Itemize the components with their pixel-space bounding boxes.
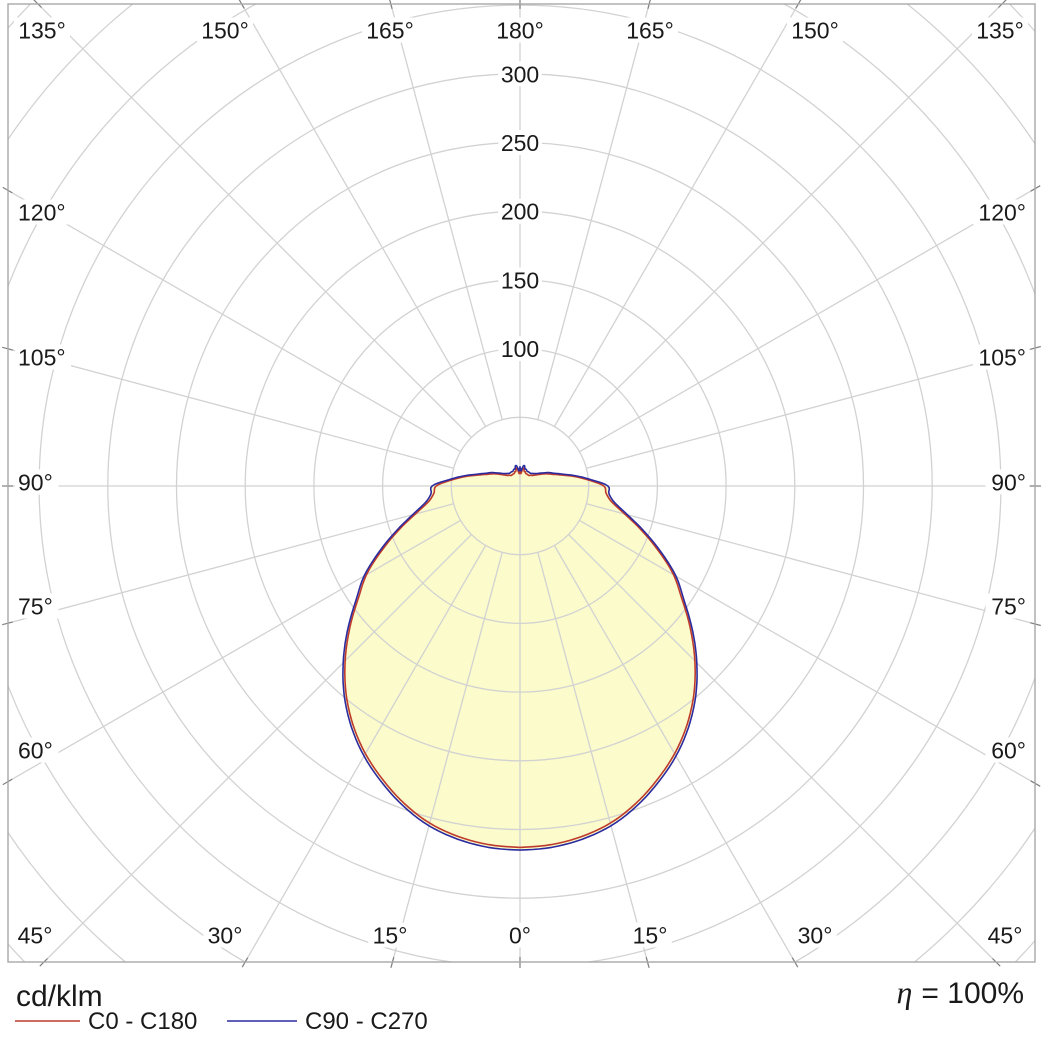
label-mask	[793, 922, 837, 948]
label-mask	[972, 17, 1028, 43]
label-mask	[504, 922, 536, 948]
legend: cd/klm C0 - C180 C90 - C270 η = 100%	[15, 974, 1024, 1035]
eta-symbol: η	[897, 974, 913, 1010]
angle-label: 45°	[988, 923, 1023, 949]
angle-label: 150°	[791, 18, 839, 44]
polar-grid-ray	[568, 4, 1003, 438]
label-mask	[985, 469, 1029, 495]
polar-grid-ray	[579, 187, 1035, 453]
polar-grid-ray	[37, 4, 472, 438]
radial-tick-label: 150	[501, 267, 539, 293]
angle-label: 135°	[976, 18, 1024, 44]
radial-tick-label: 100	[501, 336, 539, 362]
label-mask	[973, 344, 1029, 370]
polar-grid-ray	[586, 347, 1035, 469]
curve-c0-c180	[344, 467, 696, 849]
angle-label: 90°	[18, 470, 53, 496]
polar-grid-ray	[537, 552, 649, 962]
label-mask	[628, 922, 672, 948]
label-mask	[985, 737, 1029, 763]
angle-label: 30°	[798, 923, 833, 949]
label-mask	[498, 267, 542, 293]
label-mask	[197, 17, 253, 43]
label-mask	[362, 17, 418, 43]
angle-label: 150°	[201, 18, 249, 44]
label-mask	[498, 130, 542, 155]
angle-label: 180°	[496, 18, 544, 44]
eta-value: = 100%	[921, 977, 1024, 1010]
polar-grid-ray	[240, 4, 487, 427]
legend-label-c0-c180: C0 - C180	[88, 1008, 197, 1035]
label-mask	[492, 17, 548, 43]
polar-grid-ray	[8, 189, 461, 453]
label-mask	[15, 344, 71, 370]
angle-label: 60°	[991, 738, 1026, 764]
label-mask	[15, 737, 59, 763]
axis-labels: 135° 150° 165° 180° 165° 150° 135° 45° 30° 15° 0° 1…	[13, 17, 1029, 949]
polar-grid-ray	[553, 545, 796, 962]
angle-label: 0°	[509, 923, 531, 949]
polar-grid-ray	[390, 4, 503, 420]
angle-label: 45°	[18, 923, 53, 949]
polar-grid-ray	[537, 4, 650, 420]
label-mask	[203, 922, 247, 948]
unit-label: cd/klm	[16, 980, 103, 1013]
label-mask	[985, 593, 1029, 619]
angle-label: 120°	[18, 200, 66, 226]
angle-label: 30°	[208, 923, 243, 949]
radial-tick-label: 300	[501, 61, 539, 87]
label-mask	[498, 61, 542, 87]
label-mask	[498, 336, 542, 362]
polar-grid-ray	[586, 503, 1035, 625]
polar-grid-ray	[8, 348, 454, 469]
angle-label: 165°	[626, 18, 674, 44]
angle-label: 105°	[978, 345, 1026, 371]
label-mask	[13, 922, 57, 948]
polar-grid-ray	[8, 503, 454, 624]
label-mask	[15, 199, 71, 225]
polar-grid-ray	[579, 519, 1035, 785]
frame-border	[7, 3, 1036, 963]
plot-frame	[2, 0, 1041, 968]
angle-label: 60°	[18, 738, 53, 764]
label-mask	[15, 469, 59, 495]
label-mask	[368, 922, 412, 948]
angle-label: 90°	[991, 470, 1026, 496]
label-mask	[14, 17, 70, 43]
legend-label-c90-c270: C90 - C270	[305, 1008, 428, 1035]
radial-tick-label: 200	[501, 199, 539, 225]
angle-label: 165°	[366, 18, 414, 44]
polar-grid-ray	[8, 519, 461, 783]
angle-label: 75°	[18, 594, 53, 620]
label-mask	[973, 199, 1029, 225]
label-mask	[983, 922, 1027, 948]
label-mask	[498, 198, 542, 224]
polar-grid-ray	[391, 552, 503, 962]
efficiency-label: η = 100%	[897, 974, 1024, 1010]
angle-label: 15°	[633, 923, 668, 949]
label-mask	[622, 17, 678, 43]
angle-label: 135°	[18, 18, 66, 44]
angle-label: 120°	[978, 200, 1026, 226]
polar-grid-ray	[43, 534, 472, 962]
angle-label: 105°	[18, 345, 66, 371]
polar-grid-ray	[553, 4, 800, 427]
distribution-curves	[342, 464, 698, 851]
polar-grid-ray	[568, 534, 997, 962]
label-mask	[15, 593, 59, 619]
curve-c90-c270	[342, 464, 698, 851]
angle-label: 15°	[373, 923, 408, 949]
angle-label: 75°	[991, 594, 1026, 620]
label-mask	[787, 17, 843, 43]
polar-grid-ray	[244, 545, 487, 962]
radial-tick-label: 250	[501, 130, 539, 156]
